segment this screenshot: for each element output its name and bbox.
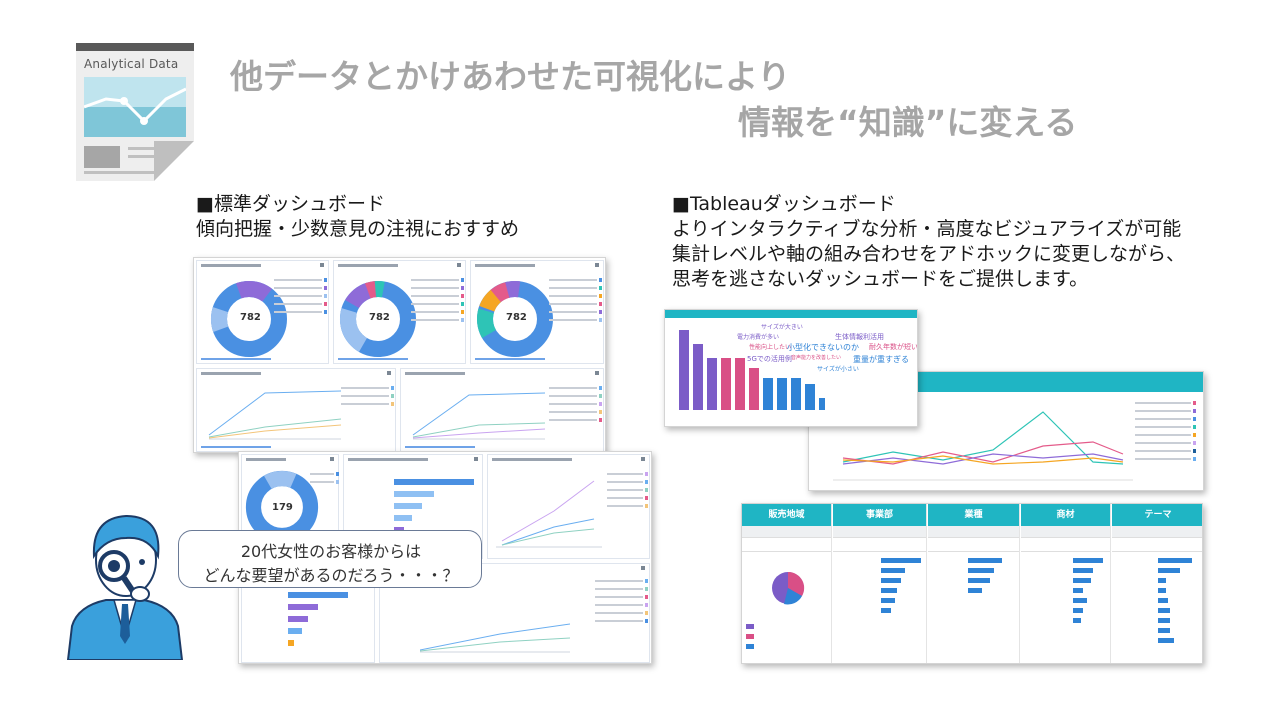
bar-chart-2 bbox=[288, 592, 348, 646]
tableau-dashboard-title: ■Tableauダッシュボード bbox=[672, 193, 896, 215]
tableau-line-chart bbox=[833, 411, 1133, 481]
donut-chart-1 bbox=[211, 281, 287, 357]
line-chart-2 bbox=[412, 392, 546, 440]
kpi-column-region: 販売地域 bbox=[742, 504, 832, 663]
line-panel-3 bbox=[487, 454, 650, 559]
kpi-header: 事業部 bbox=[833, 504, 926, 526]
speech-bubble-line1: 20代女性のお客様からは bbox=[240, 542, 422, 561]
word-cloud-term: 生体情報利活用 bbox=[835, 333, 884, 341]
standard-dashboard-title: ■標準ダッシュボード bbox=[196, 193, 385, 215]
line-panel-1 bbox=[196, 368, 396, 452]
person-with-magnifier-icon bbox=[66, 514, 184, 660]
word-cloud-term: 小型化できないのか bbox=[787, 343, 859, 352]
kpi-header: 販売地域 bbox=[742, 504, 831, 526]
kpi-bar-chart-division bbox=[881, 558, 921, 613]
tableau-bar-chart bbox=[679, 330, 825, 410]
logo-chart-icon bbox=[84, 77, 186, 137]
kpi-header: 業種 bbox=[928, 504, 1019, 526]
line-chart-1 bbox=[208, 390, 342, 440]
kpi-header: テーマ bbox=[1112, 504, 1202, 526]
word-cloud-term: 性能向上したい bbox=[749, 344, 792, 351]
kpi-bar-chart-industry bbox=[968, 558, 1002, 593]
word-cloud-term: 電力消費が多い bbox=[737, 334, 780, 341]
tableau-description-line2: 集計レベルや軸の組み合わせをアドホックに変更しながら、 bbox=[672, 243, 1186, 265]
donut-panel-3: 782 bbox=[470, 260, 604, 364]
donut-total-2: 782 bbox=[369, 312, 390, 323]
donut-total-4: 179 bbox=[272, 502, 293, 513]
word-cloud-term: 重量が重すぎる bbox=[853, 355, 909, 364]
tableau-description-line1: よりインタラクティブな分析・高度なビジュアライズが可能 bbox=[672, 218, 1182, 240]
donut-total-3: 782 bbox=[506, 312, 527, 323]
line-chart-4 bbox=[420, 623, 570, 653]
analytical-data-icon: Analytical Data bbox=[76, 43, 194, 181]
kpi-header: 商材 bbox=[1021, 504, 1110, 526]
speech-bubble: 20代女性のお客様からは どんな要望があるのだろう・・・？ bbox=[178, 530, 482, 588]
kpi-pie-chart bbox=[772, 571, 805, 605]
word-cloud-term: サイズが小さい bbox=[817, 366, 859, 373]
line-panel-2 bbox=[400, 368, 604, 452]
tableau-dashboard-heading: ■Tableauダッシュボード よりインタラクティブな分析・高度なビジュアライズ… bbox=[672, 192, 1185, 292]
word-cloud-term: 音声能力を改善したい bbox=[791, 355, 842, 361]
tableau-kpi-screenshot: 販売地域 事業部 業種 bbox=[741, 503, 1203, 664]
standard-dashboard-screenshot-back: 782 782 782 bbox=[193, 257, 606, 453]
kpi-bar-chart-product bbox=[1073, 558, 1103, 623]
donut-chart-2 bbox=[340, 281, 417, 357]
kpi-column-industry: 業種 bbox=[928, 504, 1020, 663]
word-cloud-term: 耐久年数が短い bbox=[869, 343, 918, 351]
word-cloud-term: サイズが大きい bbox=[761, 324, 803, 331]
kpi-column-theme: テーマ bbox=[1112, 504, 1202, 663]
page-title-line2: 情報を“知識”に変える bbox=[738, 103, 1078, 142]
line-chart-3 bbox=[496, 480, 602, 548]
donut-total-1: 782 bbox=[240, 312, 261, 323]
donut-chart-3 bbox=[477, 280, 553, 358]
logo-label: Analytical Data bbox=[84, 57, 179, 71]
donut-panel-1: 782 bbox=[196, 260, 329, 364]
page-title-line1: 他データとかけあわせた可視化により bbox=[230, 57, 791, 96]
word-cloud-term: 5Gでの活用例 bbox=[747, 355, 792, 363]
standard-dashboard-description: 傾向把握・少数意見の注視におすすめ bbox=[196, 218, 520, 240]
donut-panel-2: 782 bbox=[333, 260, 466, 364]
kpi-column-division: 事業部 bbox=[833, 504, 927, 663]
tableau-description-line3: 思考を逃さないダッシュボードをご提供します。 bbox=[672, 268, 1089, 290]
tableau-wordcloud-screenshot: サイズが大きい 電力消費が多い 生体情報利活用 性能向上したい 小型化できないの… bbox=[664, 309, 918, 427]
standard-dashboard-heading: ■標準ダッシュボード 傾向把握・少数意見の注視におすすめ bbox=[196, 192, 519, 242]
kpi-column-product: 商材 bbox=[1021, 504, 1111, 663]
kpi-bar-chart-theme bbox=[1158, 558, 1192, 643]
speech-bubble-line2: どんな要望があるのだろう・・・？ bbox=[203, 566, 459, 585]
